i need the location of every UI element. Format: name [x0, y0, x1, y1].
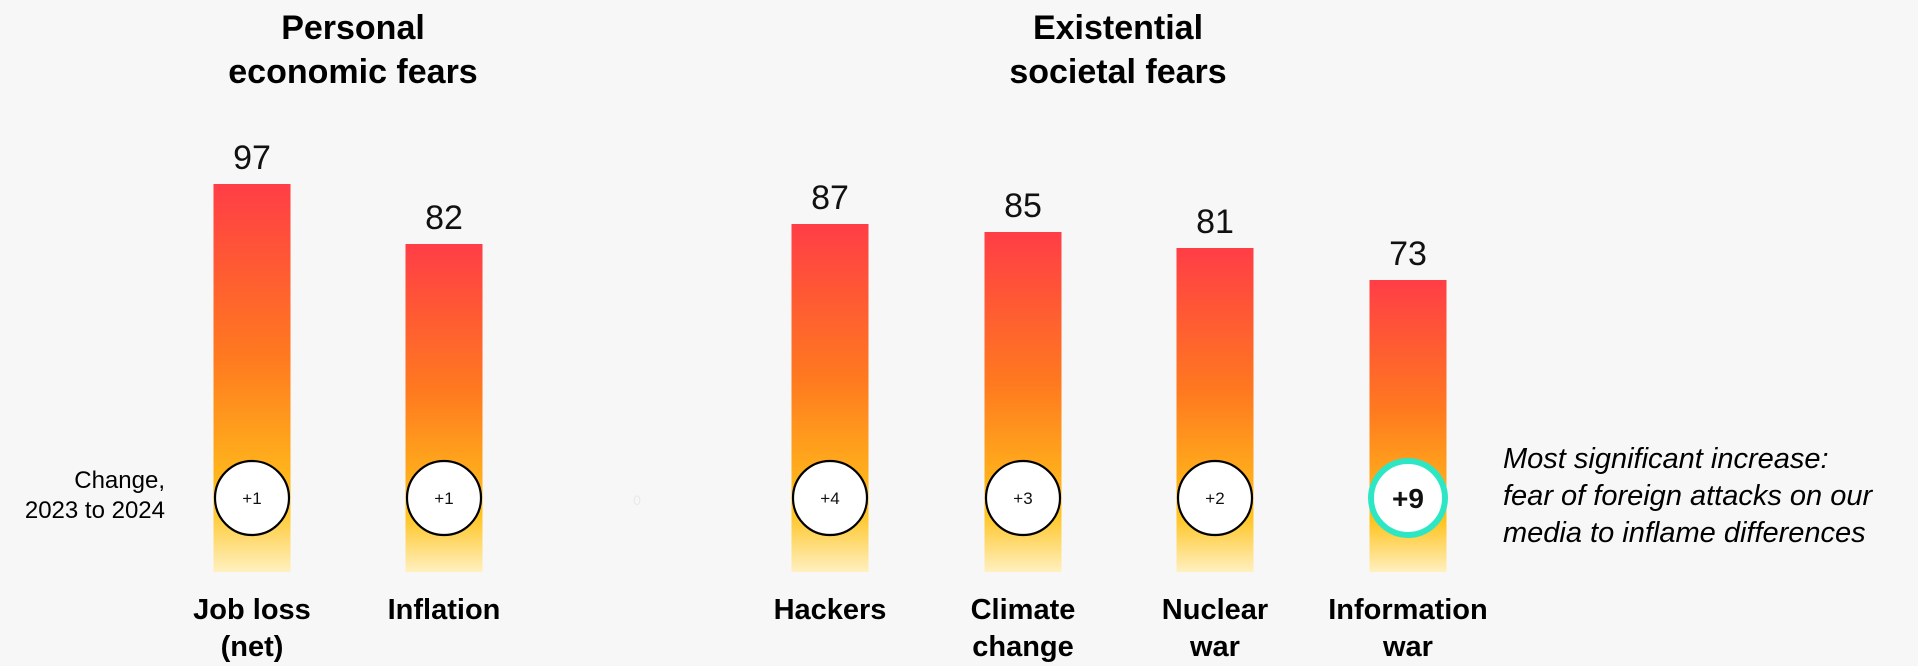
change-value-label: +2 [1205, 489, 1224, 508]
callout-annotation: Most significant increase: fear of forei… [1503, 443, 1873, 549]
change-badge [405, 459, 483, 537]
bar-value-label: 73 [1389, 235, 1427, 273]
change-badge [1176, 459, 1254, 537]
change-value-label: +1 [434, 489, 453, 508]
category-label: Job loss (net) [193, 594, 311, 663]
change-badge [984, 459, 1062, 537]
group-title-personal: Personal economic fears [228, 9, 478, 91]
change-value-label: +9 [1392, 483, 1424, 514]
bar-value-label: 87 [811, 179, 849, 217]
change-badge-highlight [1368, 458, 1448, 538]
group-separator-value: 0 [633, 492, 641, 508]
change-badge [791, 459, 869, 537]
category-label: Inflation [387, 594, 501, 626]
bar-value-label: 85 [1004, 187, 1042, 225]
change-value-label: +4 [820, 489, 839, 508]
category-label: Climate change [970, 594, 1076, 663]
change-value-label: +1 [242, 489, 261, 508]
change-value-label: +3 [1013, 489, 1032, 508]
category-label: Hackers [773, 594, 887, 626]
change-badge [213, 459, 291, 537]
bar-value-label: 82 [425, 199, 463, 237]
change-row-label: Change, 2023 to 2024 [24, 467, 165, 524]
category-label: Information war [1328, 594, 1488, 663]
bar-value-label: 81 [1196, 203, 1234, 241]
bar-value-label: 97 [233, 139, 271, 177]
category-label: Nuclear war [1161, 594, 1269, 663]
group-title-existential: Existential societal fears [1009, 9, 1227, 91]
